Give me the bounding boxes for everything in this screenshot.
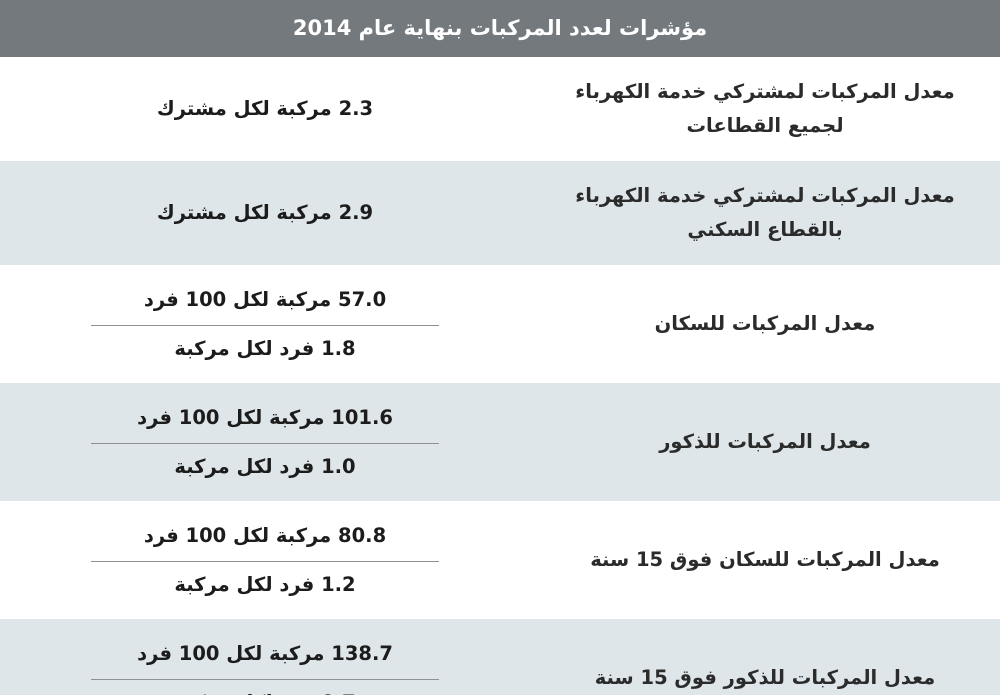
indicator-label-cell: معدل المركبات للسكان bbox=[530, 265, 1000, 383]
indicator-value-primary: 2.3 مركبة لكل مشترك bbox=[156, 97, 374, 121]
indicator-label: معدل المركبات للذكور فوق 15 سنة bbox=[594, 666, 936, 690]
indicator-value-secondary: 0.7 فرد لكل مركبة bbox=[174, 688, 355, 695]
indicator-label-cell: معدل المركبات للذكور bbox=[530, 383, 1000, 501]
indicator-value-primary: 57.0 مركبة لكل 100 فرد bbox=[143, 288, 387, 312]
indicator-label-cell: معدل المركبات لمشتركي خدمة الكهرباء بالق… bbox=[530, 161, 1000, 265]
indicator-value-secondary: 1.8 فرد لكل مركبة bbox=[174, 336, 356, 360]
indicator-value-cell: 101.6 مركبة لكل 100 فرد 1.0 فرد لكل مركبة bbox=[0, 383, 530, 501]
indicator-label-cell: معدل المركبات للذكور فوق 15 سنة bbox=[530, 619, 1000, 695]
indicator-label-cell: معدل المركبات لمشتركي خدمة الكهرباء لجمي… bbox=[530, 57, 1000, 161]
value-divider-line bbox=[91, 442, 439, 444]
table-row: معدل المركبات لمشتركي خدمة الكهرباء لجمي… bbox=[0, 57, 1000, 161]
indicator-value-primary: 101.6 مركبة لكل 100 فرد bbox=[137, 406, 393, 430]
table-header-banner: مؤشرات لعدد المركبات بنهاية عام 2014 bbox=[0, 0, 1000, 57]
indicator-label: معدل المركبات للسكان فوق 15 سنة bbox=[590, 548, 940, 572]
indicator-value-cell: 2.3 مركبة لكل مشترك bbox=[0, 57, 530, 161]
indicator-value-cell: 80.8 مركبة لكل 100 فرد 1.2 فرد لكل مركبة bbox=[0, 501, 530, 619]
indicator-label-cell: معدل المركبات للسكان فوق 15 سنة bbox=[530, 501, 1000, 619]
indicator-value-cell: 57.0 مركبة لكل 100 فرد 1.8 فرد لكل مركبة bbox=[0, 265, 530, 383]
indicator-value-secondary: 1.0 فرد لكل مركبة bbox=[174, 454, 356, 478]
table-body: معدل المركبات لمشتركي خدمة الكهرباء لجمي… bbox=[0, 57, 1000, 695]
indicator-label: معدل المركبات للذكور bbox=[659, 430, 871, 454]
table-row: معدل المركبات للسكان فوق 15 سنة 80.8 مركب… bbox=[0, 501, 1000, 619]
indicator-value-primary: 80.8 مركبة لكل 100 فرد bbox=[143, 524, 387, 548]
value-divider-line bbox=[91, 560, 439, 562]
indicator-label: معدل المركبات لمشتركي خدمة الكهرباء بالق… bbox=[575, 184, 955, 241]
table-row: معدل المركبات للسكان 57.0 مركبة لكل 100 ف… bbox=[0, 265, 1000, 383]
table-row: معدل المركبات للذكور 101.6 مركبة لكل 100 … bbox=[0, 383, 1000, 501]
table-row: معدل المركبات للذكور فوق 15 سنة 138.7 مرك… bbox=[0, 619, 1000, 695]
indicator-value-cell: 138.7 مركبة لكل 100 فرد 0.7 فرد لكل مركبة bbox=[0, 619, 530, 695]
indicator-label: معدل المركبات لمشتركي خدمة الكهرباء لجمي… bbox=[575, 80, 955, 137]
indicator-value-primary: 138.7 مركبة لكل 100 فرد bbox=[137, 642, 393, 666]
page-title: مؤشرات لعدد المركبات بنهاية عام 2014 bbox=[292, 15, 708, 40]
indicator-value-cell: 2.9 مركبة لكل مشترك bbox=[0, 161, 530, 265]
indicator-value-secondary: 1.2 فرد لكل مركبة bbox=[174, 572, 356, 596]
value-divider-line bbox=[91, 324, 439, 326]
indicator-label: معدل المركبات للسكان bbox=[654, 312, 876, 336]
table-row: معدل المركبات لمشتركي خدمة الكهرباء بالق… bbox=[0, 161, 1000, 265]
indicator-value-primary: 2.9 مركبة لكل مشترك bbox=[156, 201, 374, 225]
value-divider-line bbox=[91, 678, 439, 680]
